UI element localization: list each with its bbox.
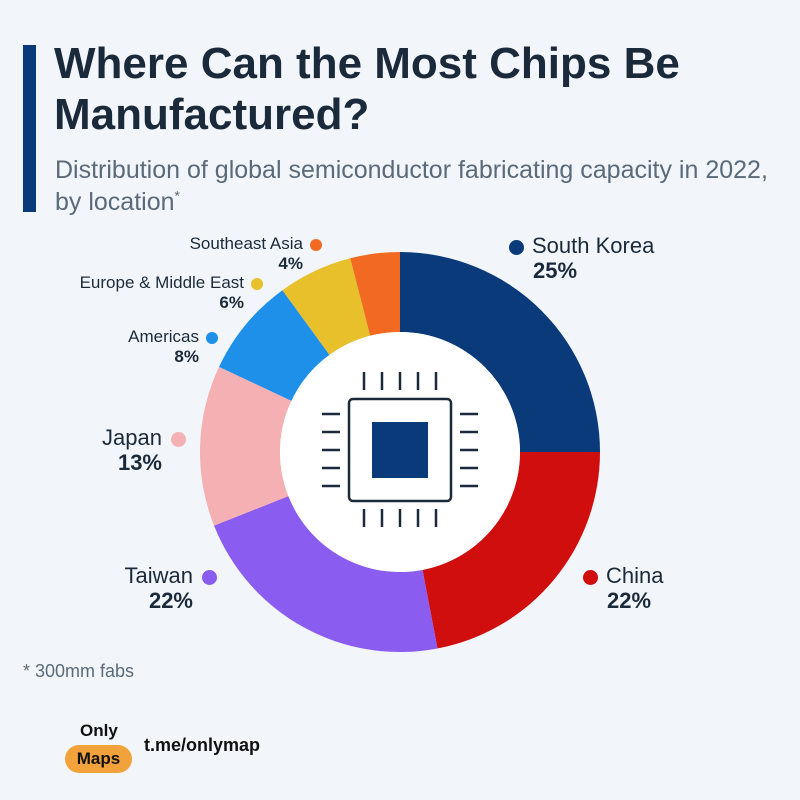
- chart-subtitle: Distribution of global semiconductor fab…: [55, 154, 775, 218]
- slice-south-korea: [400, 252, 600, 452]
- slice-southeast-asia: [350, 252, 400, 336]
- slice-europe-middle-east: [282, 258, 371, 355]
- japan-value: 13%: [117, 450, 162, 476]
- slice-americas: [219, 290, 330, 401]
- title-accent-bar: [23, 45, 36, 212]
- south-korea-value: 25%: [533, 258, 578, 284]
- south-korea-legend-dot: [509, 239, 524, 255]
- japan-legend-dot: [171, 431, 186, 447]
- slice-label-south-korea: South Korea 25%: [509, 233, 654, 284]
- slice-china: [422, 452, 600, 649]
- slice-label-japan: Japan 13%: [102, 425, 186, 476]
- microchip-icon: [322, 372, 478, 527]
- japan-label: Japan: [102, 425, 162, 450]
- slice-label-americas: Americas 8%: [128, 327, 218, 366]
- brand-link[interactable]: t.me/onlymap: [144, 735, 261, 755]
- slice-label-china: China 22%: [583, 563, 663, 614]
- taiwan-label: Taiwan: [124, 563, 193, 588]
- taiwan-legend-dot: [202, 569, 217, 585]
- taiwan-value: 22%: [148, 588, 193, 614]
- south-korea-label: South Korea: [532, 233, 655, 258]
- chart-subtitle-text: Distribution of global semiconductor fab…: [55, 156, 768, 216]
- americas-value: 8%: [174, 346, 199, 366]
- europe-middle-east-legend-dot: [251, 277, 263, 290]
- slice-japan: [199, 366, 292, 526]
- americas-label: Americas: [128, 327, 199, 346]
- slice-label-taiwan: Taiwan 22%: [125, 563, 217, 614]
- americas-legend-dot: [206, 331, 218, 344]
- chart-title: Where Can the Most Chips Be Manufactured…: [54, 39, 680, 139]
- china-value: 22%: [607, 588, 652, 614]
- slice-label-europe-middle-east: Europe & Middle East 6%: [80, 273, 263, 312]
- subtitle-footnote-marker: *: [174, 187, 180, 204]
- brand-pill: Maps: [65, 745, 132, 773]
- china-legend-dot: [583, 569, 598, 585]
- footnote: * 300mm fabs: [23, 661, 135, 681]
- slice-taiwan: [214, 496, 438, 652]
- southeast-asia-legend-dot: [310, 238, 322, 251]
- southeast-asia-value: 4%: [278, 253, 303, 273]
- southeast-asia-label: Southeast Asia: [189, 234, 303, 253]
- slice-label-southeast-asia: Southeast Asia 4%: [190, 234, 322, 273]
- europe-middle-east-label: Europe & Middle East: [79, 273, 244, 292]
- europe-middle-east-value: 6%: [219, 292, 244, 312]
- china-label: China: [606, 563, 664, 588]
- brand-name-top: Only: [80, 721, 118, 740]
